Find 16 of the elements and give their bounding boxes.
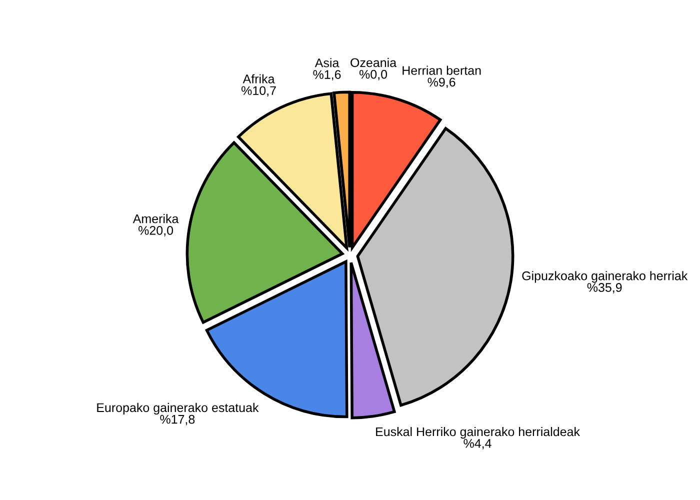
data-label: %1,6 (313, 70, 341, 80)
slice-label: Euskal Herriko gainerako herrialdeak (376, 426, 580, 439)
data-label: %17,8 (160, 414, 195, 426)
data-label: %35,9 (587, 283, 622, 294)
slice-label: Afrika (242, 74, 275, 84)
data-label: %10,7 (242, 86, 276, 97)
slice-label: Asia (314, 58, 340, 68)
text: %0,0 (359, 70, 388, 80)
slice-label: Herrian bertan (402, 66, 481, 75)
slice-label: Gipuzkoako gainerako herriak (522, 271, 688, 283)
slice-label: Europako gainerako estatuak (97, 402, 259, 415)
data-label: %9,6 (428, 78, 456, 88)
data-label: %4,4 (464, 439, 492, 450)
slice-label: Amerika (132, 214, 179, 224)
category-label: Ozeania (350, 58, 397, 68)
data-label: %20,0 (138, 226, 174, 236)
